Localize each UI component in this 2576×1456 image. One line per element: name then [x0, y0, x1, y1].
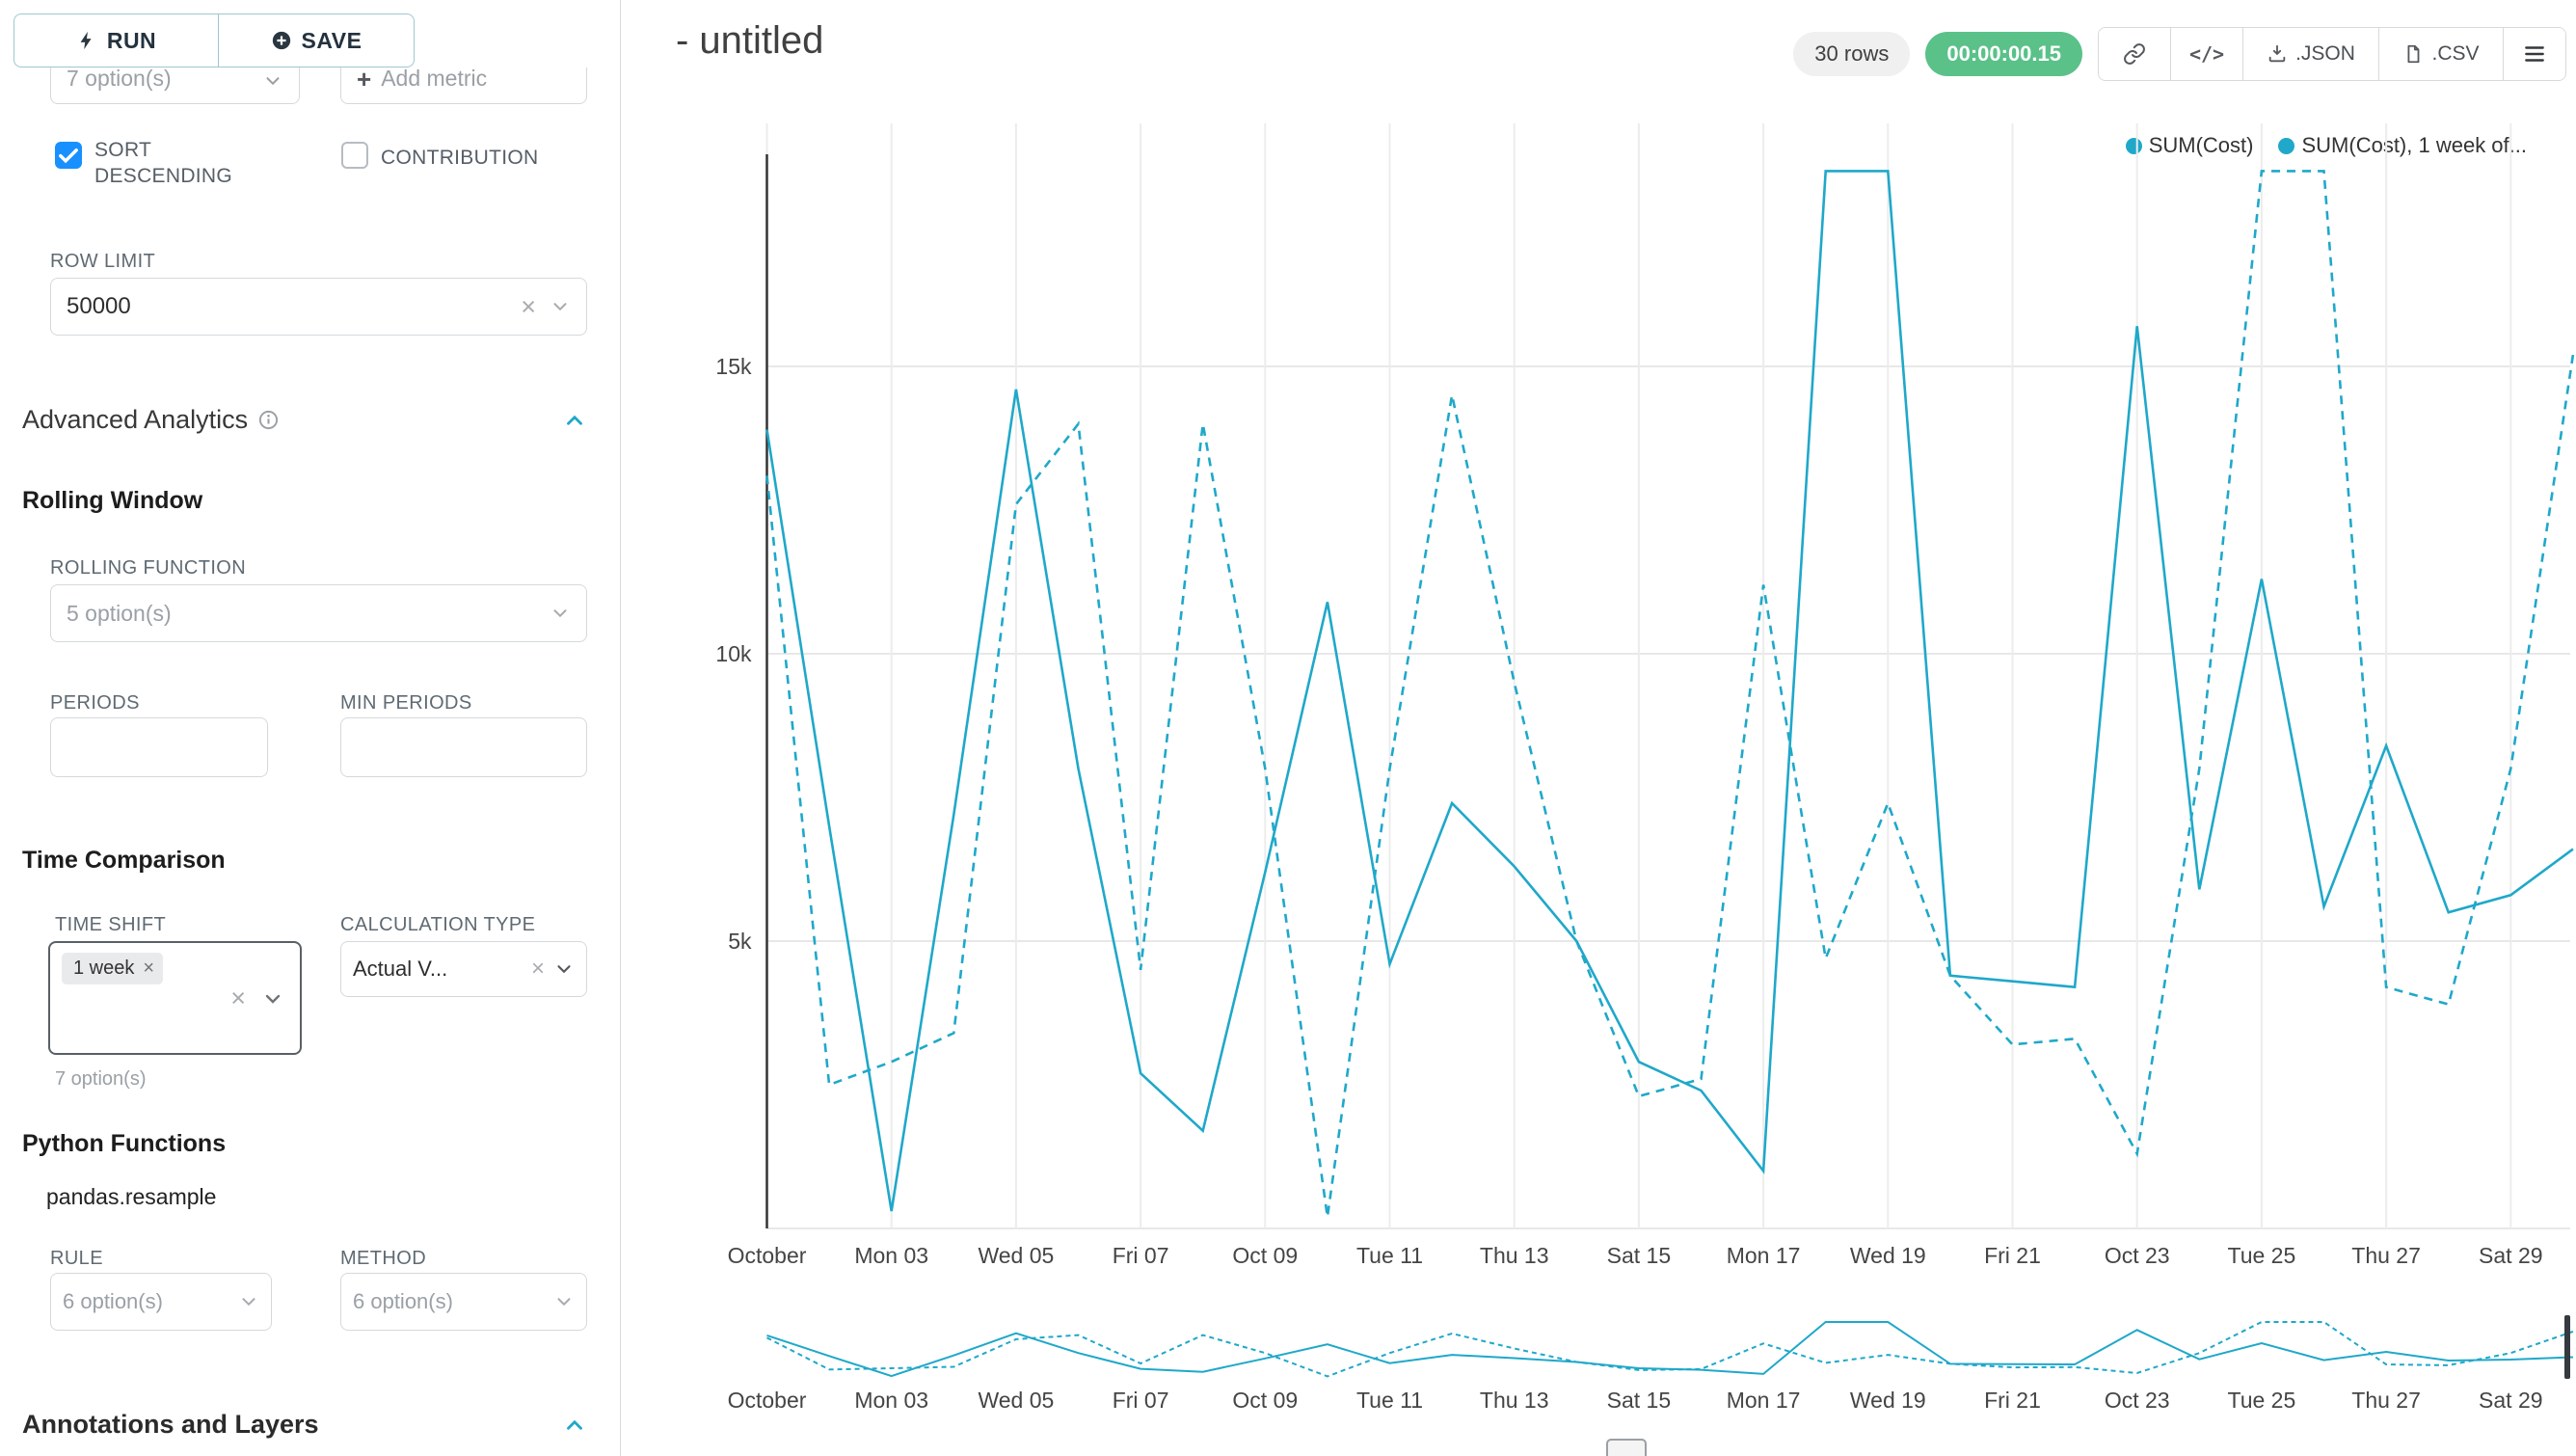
python-functions-title: Python Functions — [22, 1130, 227, 1157]
embed-code-button[interactable]: </> — [2170, 28, 2242, 80]
time-shift-tag-label: 1 week — [73, 957, 135, 979]
save-button-label: SAVE — [301, 27, 362, 53]
bolt-icon — [80, 31, 92, 50]
clear-icon[interactable]: × — [230, 984, 246, 1012]
min-periods-label: MIN PERIODS — [340, 692, 472, 714]
advanced-analytics-header[interactable]: Advanced Analytics — [22, 405, 587, 435]
periods-label: PERIODS — [50, 692, 140, 714]
row-limit-label: ROW LIMIT — [50, 251, 156, 272]
run-button[interactable]: RUN — [13, 13, 218, 67]
rolling-function-label: ROLLING FUNCTION — [50, 557, 247, 579]
query-timer-badge: 00:00:00.15 — [1925, 32, 2082, 76]
sort-descending-label: SORT DESCENDING — [94, 139, 233, 187]
method-value: 6 option(s) — [353, 1289, 453, 1313]
rule-select[interactable]: 6 option(s) — [50, 1273, 272, 1331]
row-limit-value: 50000 — [67, 293, 131, 319]
calculation-type-label: CALCULATION TYPE — [340, 914, 536, 935]
time-shift-options-hint: 7 option(s) — [55, 1068, 147, 1090]
rule-label: RULE — [50, 1248, 103, 1269]
legend-dot-icon — [2278, 137, 2295, 154]
python-function-name: pandas.resample — [46, 1184, 217, 1209]
chart-menu-button[interactable] — [2503, 28, 2565, 80]
periods-input[interactable] — [50, 717, 268, 777]
min-periods-input[interactable] — [340, 717, 587, 777]
annotations-layers-title: Annotations and Layers — [22, 1410, 319, 1439]
chevron-down-icon — [557, 965, 571, 974]
chart-title[interactable]: - untitled — [676, 19, 824, 62]
time-shift-label: TIME SHIFT — [55, 914, 167, 935]
brush-drag-handle[interactable] — [1606, 1439, 1647, 1456]
legend-label: SUM(Cost), 1 week of... — [2301, 133, 2527, 157]
contribution-checkbox[interactable] — [341, 142, 368, 169]
metric-select-value: 7 option(s) — [67, 66, 172, 91]
export-json-label: .JSON — [2295, 42, 2355, 65]
legend-item-sum-cost[interactable]: SUM(Cost) — [2125, 133, 2254, 158]
export-csv-button[interactable]: .CSV — [2378, 28, 2503, 80]
rolling-window-title: Rolling Window — [22, 487, 203, 514]
export-toolbar: </> .JSON .CSV — [2098, 27, 2566, 81]
code-icon: </> — [2188, 42, 2225, 66]
clear-icon[interactable]: × — [530, 956, 545, 982]
run-button-label: RUN — [106, 27, 157, 53]
calculation-type-select[interactable]: Actual V... × — [340, 941, 587, 997]
tag-remove-icon[interactable]: × — [143, 957, 155, 979]
rule-value: 6 option(s) — [63, 1289, 163, 1313]
brush-right-handle[interactable] — [2564, 1315, 2570, 1379]
chevron-down-icon — [265, 994, 281, 1004]
mini-chart-brush[interactable] — [767, 1309, 2570, 1392]
copy-link-button[interactable] — [2099, 28, 2170, 80]
legend-label: SUM(Cost) — [2148, 133, 2254, 157]
chevron-down-icon — [266, 77, 280, 86]
chevron-down-icon — [557, 1298, 571, 1307]
time-shift-tag: 1 week × — [62, 953, 164, 984]
advanced-analytics-title: Advanced Analytics — [22, 405, 249, 434]
check-icon — [59, 148, 78, 164]
chevron-down-icon — [553, 609, 567, 618]
download-icon — [2268, 44, 2286, 63]
method-select[interactable]: 6 option(s) — [340, 1273, 587, 1331]
file-icon — [2407, 44, 2420, 64]
export-json-button[interactable]: .JSON — [2242, 28, 2378, 80]
row-limit-select[interactable]: 50000 × — [50, 278, 587, 336]
plus-circle-icon — [272, 31, 290, 50]
save-button[interactable]: SAVE — [218, 13, 415, 67]
contribution-label: CONTRIBUTION — [381, 147, 539, 169]
time-shift-multiselect[interactable]: 1 week × × — [48, 941, 302, 1055]
collapse-chevron-up-icon[interactable] — [562, 1413, 587, 1438]
rolling-function-value: 5 option(s) — [67, 600, 172, 626]
add-metric-label: Add metric — [381, 66, 488, 91]
hamburger-menu-icon — [2525, 46, 2544, 62]
chevron-down-icon — [553, 303, 567, 311]
info-icon — [259, 410, 279, 430]
annotations-layers-header[interactable]: Annotations and Layers — [22, 1410, 587, 1440]
chart-legend: SUM(Cost) SUM(Cost), 1 week of... — [2125, 133, 2527, 158]
clear-icon[interactable]: × — [521, 291, 536, 321]
control-panel[interactable]: 7 option(s) + Add metric RUN SAVE SORT D… — [0, 0, 620, 1456]
chevron-down-icon — [242, 1298, 255, 1307]
rolling-function-select[interactable]: 5 option(s) — [50, 584, 587, 642]
chart-plot-area[interactable] — [767, 123, 2570, 1228]
collapse-chevron-up-icon[interactable] — [562, 408, 587, 433]
export-csv-label: .CSV — [2431, 42, 2480, 65]
row-count-badge: 30 rows — [1793, 32, 1911, 76]
sort-descending-checkbox[interactable] — [55, 142, 82, 169]
link-icon — [2124, 43, 2145, 65]
plus-icon: + — [357, 65, 372, 94]
time-comparison-title: Time Comparison — [22, 847, 226, 874]
calculation-type-value: Actual V... — [353, 957, 448, 981]
legend-item-sum-cost-offset[interactable]: SUM(Cost), 1 week of... — [2278, 133, 2527, 158]
method-label: METHOD — [340, 1248, 427, 1269]
